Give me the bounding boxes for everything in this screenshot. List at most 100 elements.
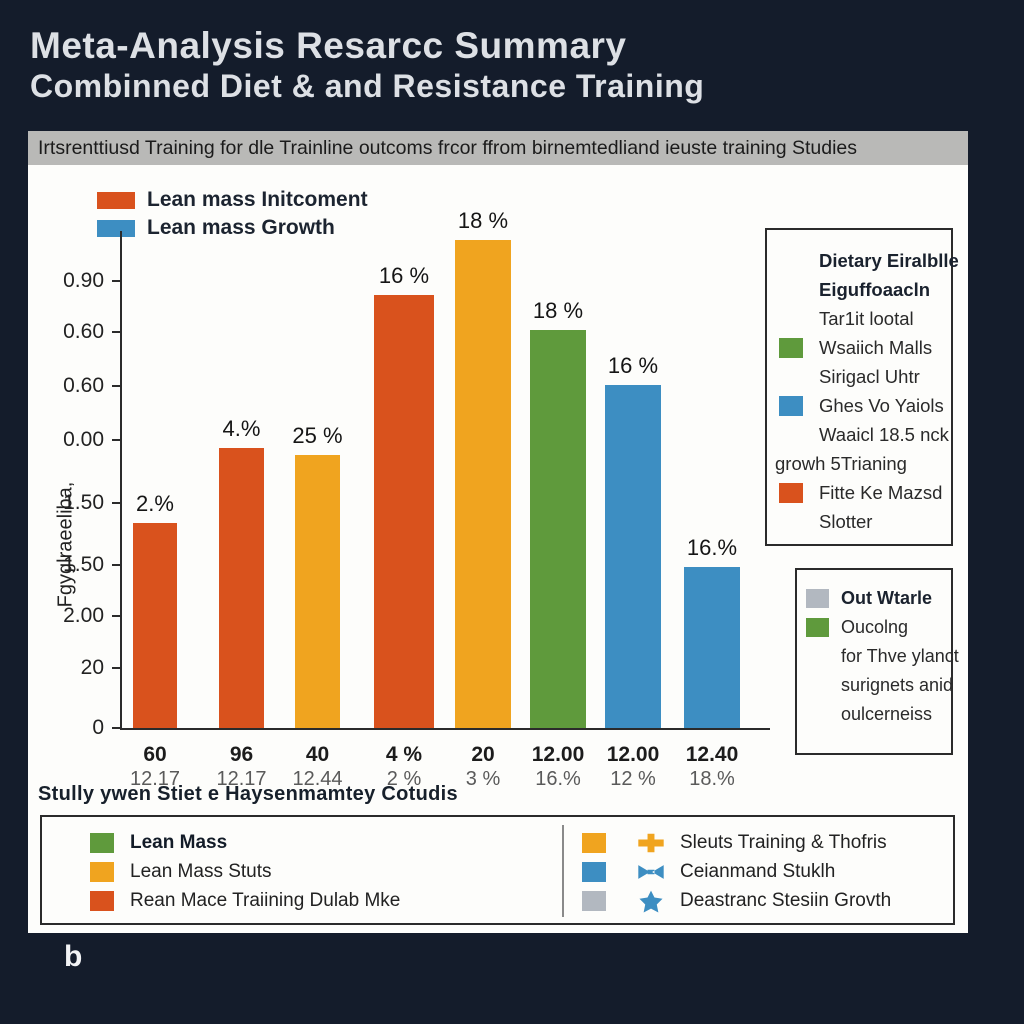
legend-swatch-blue — [779, 396, 803, 416]
bar-value-label: 4.% — [222, 416, 261, 441]
side-panel-text: Tar1it lootal — [819, 308, 914, 329]
y-tick-mark — [112, 667, 120, 669]
star-icon — [636, 889, 666, 913]
legend-label: Lean mass Growth — [147, 216, 335, 239]
side-panel-line: surignets anid — [797, 671, 954, 700]
main-title: Meta-Analysis Resarcc Summary — [30, 25, 627, 66]
x-tick-label: 96 — [229, 743, 254, 766]
x-tick-label: 12.00 — [606, 743, 660, 766]
side-panel-text: Waaicl 18.5 nck — [819, 424, 949, 445]
legend-item-label: Sleuts Training & Thofris — [680, 832, 887, 853]
y-tick-mark — [112, 331, 120, 333]
bar — [133, 523, 177, 728]
side-panel-line: for Thve ylanct — [797, 642, 959, 671]
legend-label: Lean mass Initcoment — [147, 188, 368, 211]
caption-text: Irtsrenttiusd Training for dle Trainline… — [38, 136, 858, 159]
side-panel-text: Sirigacl Uhtr — [819, 366, 920, 387]
legend-item: Deastranc Stesiin Grovth — [582, 889, 891, 913]
y-tick-mark — [112, 615, 120, 617]
legend-item: Sleuts Training & Thofris — [582, 831, 887, 855]
x-tick-sublabel: 12.44 — [292, 768, 343, 790]
side-panel-line: oulcerneiss — [797, 700, 951, 729]
x-tick-label: 12.40 — [685, 743, 739, 766]
side-panel-text: Eiguffoaacln — [819, 279, 931, 300]
x-tick-sublabel: 12.17 — [216, 768, 267, 790]
side-panel-text: Out Wtarle — [841, 588, 933, 608]
y-tick-mark — [112, 385, 120, 387]
legend-swatch-blue — [97, 219, 135, 237]
side-panel-text: growh 5Trianing — [775, 453, 907, 474]
legend-item-label: Rean Mace Traiining Dulab Mke — [130, 890, 401, 911]
x-tick-sublabel: 18.% — [689, 768, 735, 790]
y-tick-mark — [112, 502, 120, 504]
side-panel-line: Eiguffoaacln — [767, 275, 951, 304]
x-tick-label: 12.00 — [531, 743, 585, 766]
y-tick-label: 0 — [92, 716, 104, 739]
side-panel-line: Dietary Eiralblle — [767, 246, 959, 275]
x-tick-sublabel: 3 % — [465, 768, 501, 790]
corner-label: b — [64, 940, 83, 973]
legend-swatch-green — [779, 338, 803, 358]
bar — [530, 330, 586, 728]
side-panel-text: for Thve ylanct — [841, 646, 959, 666]
bowtie-icon — [636, 860, 666, 884]
bar — [295, 455, 340, 728]
side-panel-text: Oucolng — [841, 617, 909, 637]
legend-item-label: Deastranc Stesiin Grovth — [680, 890, 892, 911]
page-title: Meta-Analysis Resarcc Summary Combinned … — [30, 24, 704, 105]
bar-value-label: 16.% — [686, 535, 738, 560]
side-panel-bottom: Out Wtarle Oucolng for Thve ylanct surignet… — [795, 568, 959, 755]
side-panel-line: Out Wtarle — [797, 584, 951, 613]
y-tick-mark — [112, 727, 120, 729]
y-tick-label: 1.50 — [63, 553, 104, 576]
side-panel-line: Tar1it lootal — [767, 304, 951, 333]
legend-item: Lean Mass — [90, 831, 227, 855]
legend-item-label: Lean Mass Stuts — [130, 861, 272, 882]
side-panel-text: surignets anid — [841, 675, 954, 695]
y-tick-mark — [112, 280, 120, 282]
legend-item: Rean Mace Traiining Dulab Mke — [90, 889, 400, 913]
side-panel-text: Dietary Eiralblle — [819, 250, 959, 271]
side-panel-line: Wsaiich Malls — [767, 333, 951, 362]
bar — [605, 385, 661, 728]
bar-value-label: 18 % — [457, 208, 509, 233]
legend-row-1: Lean mass Initcoment — [97, 188, 368, 212]
x-axis-title: Stully ywen Stiet e Haysenmamtey Cotudis — [38, 783, 458, 805]
legend-swatch-yellow — [90, 862, 114, 882]
x-tick-label: 4 % — [385, 743, 423, 766]
bar — [684, 567, 740, 728]
side-panel-top: Dietary Eiralblle Eiguffoaacln Tar1it loot… — [765, 228, 959, 546]
side-panel-text: Wsaiich Malls — [819, 337, 933, 358]
y-tick-label: 0.60 — [63, 374, 104, 397]
y-tick-label: 2.00 — [63, 604, 104, 627]
legend-item: Lean Mass Stuts — [90, 860, 272, 884]
bar-value-label: 16 % — [607, 353, 659, 378]
x-tick-sublabel: 2 % — [386, 768, 422, 790]
legend-item-label: Lean Mass — [130, 832, 228, 853]
x-tick-sublabel: 12 % — [610, 768, 656, 790]
caption-banner: Irtsrenttiusd Training for dle Trainline… — [28, 131, 968, 165]
legend-row-2: Lean mass Growth — [97, 216, 335, 240]
bar — [455, 240, 511, 728]
side-panel-line: growh 5Trianing — [767, 449, 951, 478]
side-panel-line: Slotter — [767, 507, 951, 536]
x-tick-sublabel: 12.17 — [129, 768, 181, 790]
legend-swatch-green — [90, 833, 114, 853]
side-panel-text: oulcerneiss — [841, 704, 933, 724]
legend-swatch-green — [806, 618, 829, 637]
chart-panel: Lean mass Initcoment Lean mass Growth 0.… — [28, 165, 968, 933]
bar-value-label: 2.% — [136, 491, 174, 516]
legend-swatch-orange — [90, 891, 114, 911]
y-tick-label: 0.00 — [63, 428, 104, 451]
side-panel-text: Fitte Ke Mazsd — [819, 482, 943, 503]
side-panel-text: Slotter — [819, 511, 873, 532]
y-axis-line — [120, 231, 122, 730]
side-panel-line: Oucolng — [797, 613, 951, 642]
y-tick-label: 20 — [80, 656, 104, 679]
x-tick-label: 40 — [305, 743, 330, 766]
legend-swatch-yellow — [582, 833, 606, 853]
plus-icon — [636, 831, 666, 855]
y-tick-mark — [112, 439, 120, 441]
bar — [374, 295, 434, 728]
y-tick-mark — [112, 564, 120, 566]
